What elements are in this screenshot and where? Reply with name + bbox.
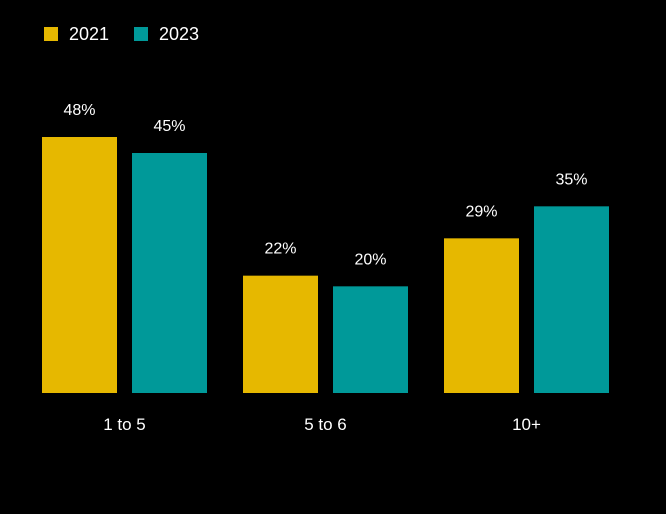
data-labels: 48% 45% 22% 20% 29% 35% [63,102,587,268]
data-label-2023-10plus: 35% [555,171,587,188]
chart-legend: 2021 2023 [44,24,199,44]
bar-2021-1-to-5 [42,137,117,393]
bar-2021-10plus [444,238,519,393]
legend-swatch-2021 [44,27,58,41]
legend-swatch-2023 [134,27,148,41]
data-label-2023-5-to-6: 20% [354,251,386,268]
bar-2021-5-to-6 [243,275,318,393]
legend-label-2021: 2021 [69,24,109,44]
data-label-2021-1-to-5: 48% [63,102,95,119]
x-tick-label: 1 to 5 [103,415,146,434]
x-tick-label: 5 to 6 [304,415,347,434]
x-tick-label: 10+ [512,415,541,434]
data-label-2021-10plus: 29% [465,203,497,220]
bar-group [42,137,609,393]
bar-2023-10plus [534,206,609,393]
bar-2023-1-to-5 [132,153,207,393]
data-label-2021-5-to-6: 22% [264,241,296,258]
data-label-2023-1-to-5: 45% [153,118,185,135]
x-axis-tick-labels: 1 to 5 5 to 6 10+ [103,415,541,434]
legend-label-2023: 2023 [159,24,199,44]
bar-2023-5-to-6 [333,286,408,393]
